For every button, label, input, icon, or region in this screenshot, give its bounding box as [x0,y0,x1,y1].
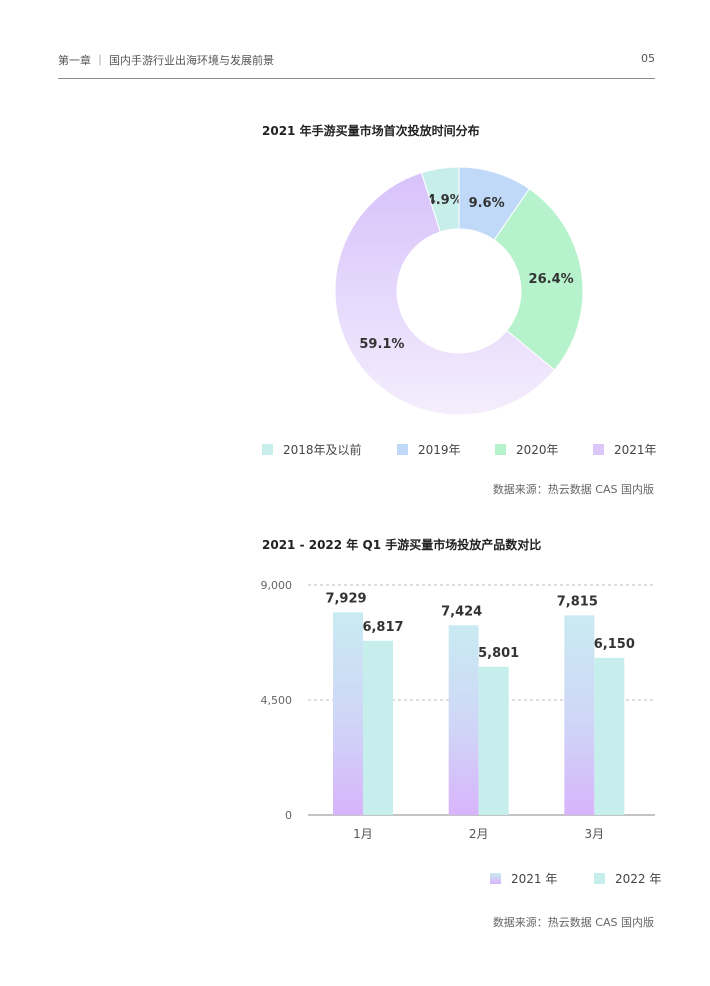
legend-label-2021-series: 2021 年 [511,872,558,886]
bar-source: 数据来源：热云数据 CAS 国内版 [492,916,654,929]
legend-item-2021-series: 2021 年 [490,870,557,887]
donut-label-2020: 26.4% [529,272,574,287]
legend-item-2022-series: 2022 年 [594,870,661,887]
bar-legend: 2021 年 2022 年 [490,870,661,887]
x-tick-label: 2月 [469,827,489,841]
chapter-title: 第一章 ｜ 国内手游行业出海环境与发展前景 [58,54,274,67]
legend-swatch-2019 [397,444,408,455]
bar-2022-3 [594,657,625,815]
page-number: 05 [641,52,655,65]
bar-value-label: 7,424 [441,604,482,619]
donut-label-2021: 59.1% [359,337,404,352]
legend-swatch-2018 [262,444,273,455]
y-tick-label: 0 [285,809,292,822]
legend-item-2021: 2021年 [593,441,657,458]
bar-value-label: 7,815 [557,594,598,609]
bar-2021-1 [333,612,363,815]
legend-label-2021: 2021年 [614,443,657,457]
legend-label-2019: 2019年 [418,443,461,457]
donut-slice-2021 [334,172,556,416]
page-header: 第一章 ｜ 国内手游行业出海环境与发展前景 05 [58,52,655,79]
donut-chart: 4.9% 9.6% 26.4% 59.1% [334,166,584,416]
bar-chart-title: 2021 - 2022 年 Q1 手游买量市场投放产品数对比 [262,538,542,552]
legend-item-2019: 2019年 [397,441,461,458]
legend-label-2018: 2018年及以前 [283,443,362,457]
bar-2022-2 [478,666,509,815]
bar-value-label: 5,801 [478,646,519,661]
donut-label-2019: 9.6% [469,196,505,211]
bar-value-label: 6,150 [594,637,635,652]
bar-2021-3 [564,615,595,815]
legend-item-2018: 2018年及以前 [262,441,362,458]
donut-source: 数据来源：热云数据 CAS 国内版 [492,483,654,496]
x-tick-label: 1月 [353,827,373,841]
legend-swatch-2021 [593,444,604,455]
legend-swatch-2020 [495,444,506,455]
x-tick-label: 3月 [585,827,605,841]
y-tick-label: 9,000 [261,579,293,592]
y-tick-label: 4,500 [261,694,293,707]
legend-label-2022-series: 2022 年 [615,872,662,886]
legend-swatch-2021-series [490,873,501,884]
bar-chart: 0 4,500 9,000 7,929 6,817 1月 7,424 5,801 2月 7,815… [261,579,655,841]
bar-2021-2 [448,625,479,815]
donut-slice-2020 [493,188,584,371]
bar-value-label: 7,929 [325,591,366,606]
donut-chart-title: 2021 年手游买量市场首次投放时间分布 [262,124,480,138]
donut-legend: 2018年及以前 2019年 2020年 2021年 [262,441,662,457]
legend-label-2020: 2020年 [516,443,559,457]
donut-label-2018: 4.9% [427,193,463,208]
bar-2022-1 [363,640,393,815]
legend-item-2020: 2020年 [495,441,559,458]
bar-value-label: 6,817 [362,620,403,635]
legend-swatch-2022-series [594,873,605,884]
